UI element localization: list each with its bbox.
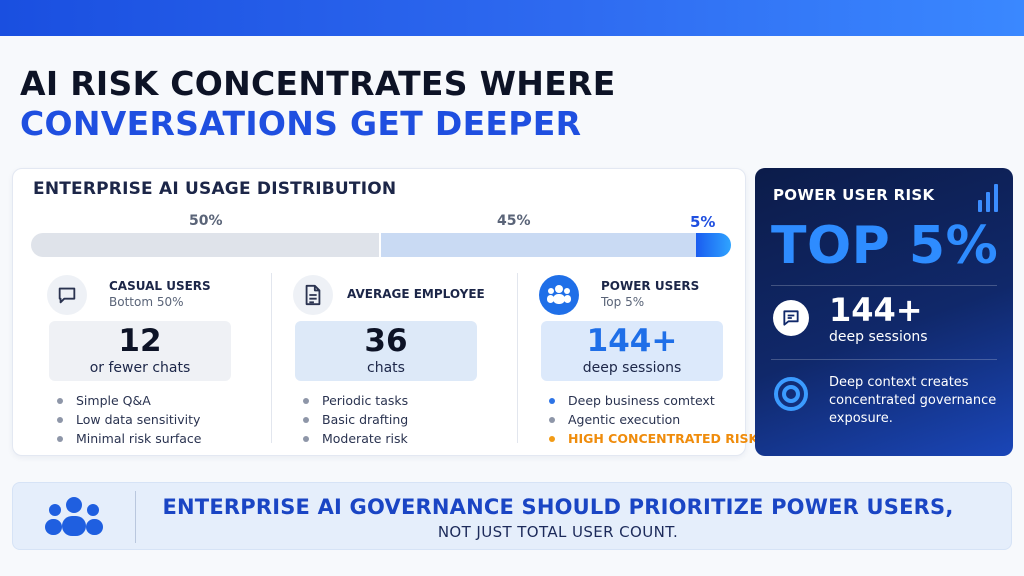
bullet-dot-icon xyxy=(549,416,555,423)
column-divider xyxy=(271,273,272,443)
list-item: Basic drafting xyxy=(303,410,408,429)
list-item: Agentic execution xyxy=(549,410,758,429)
stat-number: 36 xyxy=(364,323,408,359)
segment-name: AVERAGE EMPLOYEE xyxy=(347,287,485,301)
bar-segment-casual xyxy=(31,233,381,257)
stat-box: 12 or fewer chats xyxy=(49,321,231,381)
bullet-list: Deep business comtext Agentic execution … xyxy=(549,391,758,448)
bar-segment-average xyxy=(381,233,696,257)
segment-subtitle: Bottom 50% xyxy=(109,295,184,309)
column-divider xyxy=(517,273,518,443)
target-icon xyxy=(773,376,809,412)
power-card-headline: TOP 5% xyxy=(771,216,999,276)
document-icon xyxy=(293,275,333,315)
users-group-icon xyxy=(45,497,103,536)
chat-bubble-icon xyxy=(47,275,87,315)
bullet-dot-icon xyxy=(549,397,555,404)
segment-subtitle: Top 5% xyxy=(601,295,645,309)
segment-percent-power: 5% xyxy=(690,213,716,231)
page-title: AI RISK CONCENTRATES WHERE CONVERSATIONS… xyxy=(20,64,616,144)
bullet-dot-icon xyxy=(57,397,63,404)
list-item: Simple Q&A xyxy=(57,391,201,410)
bullet-dot-icon xyxy=(303,416,309,423)
segment-name: POWER USERS xyxy=(601,279,700,293)
bullet-dot-icon xyxy=(303,397,309,404)
usage-distribution-card: ENTERPRISE AI USAGE DISTRIBUTION 50% 45%… xyxy=(12,168,758,456)
bullet-list: Simple Q&A Low data sensitivity Minimal … xyxy=(57,391,201,448)
power-card-note: Deep context creates concentrated govern… xyxy=(829,375,997,426)
bar-segment-power xyxy=(696,233,731,257)
bullet-dot-icon xyxy=(57,416,63,423)
stat-unit: or fewer chats xyxy=(89,360,191,376)
bullet-dot-icon xyxy=(57,435,63,442)
banner-headline: ENTERPRISE AI GOVERNANCE SHOULD PRIORITI… xyxy=(162,495,954,519)
governance-banner: ENTERPRISE AI GOVERNANCE SHOULD PRIORITI… xyxy=(12,482,1012,550)
bar-chart-icon xyxy=(978,184,998,212)
list-item: Low data sensitivity xyxy=(57,410,201,429)
power-card-stat-label: deep sessions xyxy=(829,329,928,345)
power-user-risk-card: POWER USER RISK TOP 5% 144+ deep session… xyxy=(755,168,1013,456)
list-item-high-risk: HIGH CONCENTRATED RISK xyxy=(549,429,758,448)
bullet-dot-icon xyxy=(303,435,309,442)
segment-column-average: AVERAGE EMPLOYEE 36 chats Periodic tasks… xyxy=(279,269,519,449)
segment-column-power: POWER USERS Top 5% 144+ deep sessions De… xyxy=(525,269,765,449)
segment-name: CASUAL USERS xyxy=(109,279,211,293)
card-divider xyxy=(771,359,997,360)
title-line-2: CONVERSATIONS GET DEEPER xyxy=(20,104,582,143)
list-item: Periodic tasks xyxy=(303,391,408,410)
list-item: Deep business comtext xyxy=(549,391,758,410)
power-card-title: POWER USER RISK xyxy=(773,186,935,204)
banner-divider xyxy=(135,491,136,543)
segment-percent-average: 45% xyxy=(497,213,531,229)
list-item: Minimal risk surface xyxy=(57,429,201,448)
message-icon xyxy=(773,300,809,336)
banner-subline: NOT JUST TOTAL USER COUNT. xyxy=(437,523,679,541)
distribution-bar xyxy=(31,233,731,257)
users-group-icon xyxy=(539,275,579,315)
stat-number: 12 xyxy=(118,323,162,359)
stat-unit: deep sessions xyxy=(582,360,682,376)
card-divider xyxy=(771,285,997,286)
warning-dot-icon xyxy=(549,435,555,442)
stat-unit: chats xyxy=(367,360,405,376)
distribution-heading: ENTERPRISE AI USAGE DISTRIBUTION xyxy=(33,179,397,199)
title-line-1: AI RISK CONCENTRATES WHERE xyxy=(20,64,616,103)
stat-box: 36 chats xyxy=(295,321,477,381)
stat-box: 144+ deep sessions xyxy=(541,321,723,381)
power-card-stat-value: 144+ xyxy=(829,291,923,329)
list-item: Moderate risk xyxy=(303,429,408,448)
segment-column-casual: CASUAL USERS Bottom 50% 12 or fewer chat… xyxy=(33,269,273,449)
segment-percent-casual: 50% xyxy=(189,213,223,229)
top-accent-band xyxy=(0,0,1024,36)
stat-number: 144+ xyxy=(586,323,678,359)
bullet-list: Periodic tasks Basic drafting Moderate r… xyxy=(303,391,408,448)
